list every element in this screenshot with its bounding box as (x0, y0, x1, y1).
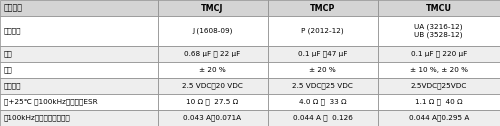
Text: TMCJ: TMCJ (201, 4, 224, 12)
Text: 在100kHz下的最大纹波电流: 在100kHz下的最大纹波电流 (4, 115, 71, 121)
Text: ± 10 %, ± 20 %: ± 10 %, ± 20 % (410, 67, 468, 73)
Bar (158, 78, 268, 94)
Text: 0.044 A～0.295 A: 0.044 A～0.295 A (408, 115, 469, 121)
Bar (268, 0, 378, 16)
Bar (268, 110, 378, 126)
Text: 公差: 公差 (4, 67, 13, 73)
Text: P (2012-12): P (2012-12) (301, 28, 344, 34)
Bar (268, 46, 378, 62)
Bar (158, 0, 268, 16)
Text: 电容: 电容 (4, 51, 13, 57)
Bar (378, 78, 500, 94)
Text: 1.1 Ω ～  40 Ω: 1.1 Ω ～ 40 Ω (415, 99, 463, 105)
Text: 2.5VDC～25VDC: 2.5VDC～25VDC (410, 83, 467, 89)
Bar (0, 110, 158, 126)
Text: 部件型号: 部件型号 (4, 4, 23, 12)
Text: 0.1 μF ～47 μF: 0.1 μF ～47 μF (298, 51, 347, 57)
Text: 10 Ω ～  27.5 Ω: 10 Ω ～ 27.5 Ω (186, 99, 238, 105)
Bar (378, 110, 500, 126)
Text: TMCU: TMCU (426, 4, 452, 12)
Text: UA (3216-12)
UB (3528-12): UA (3216-12) UB (3528-12) (414, 24, 463, 38)
Bar (268, 62, 378, 78)
Bar (0, 62, 158, 78)
Text: 4.0 Ω ～  33 Ω: 4.0 Ω ～ 33 Ω (298, 99, 346, 105)
Text: 0.1 μF ～ 220 μF: 0.1 μF ～ 220 μF (410, 51, 467, 57)
Text: 0.044 A ～  0.126: 0.044 A ～ 0.126 (292, 115, 352, 121)
Bar (378, 16, 500, 46)
Bar (268, 16, 378, 46)
Bar (158, 46, 268, 62)
Bar (0, 0, 158, 16)
Bar (268, 94, 378, 110)
Text: 0.68 μF ～ 22 μF: 0.68 μF ～ 22 μF (184, 51, 240, 57)
Bar (378, 46, 500, 62)
Text: 2.5 VDC～20 VDC: 2.5 VDC～20 VDC (182, 83, 243, 89)
Text: ± 20 %: ± 20 % (309, 67, 336, 73)
Text: 外形编码: 外形编码 (4, 28, 21, 34)
Text: J (1608-09): J (1608-09) (192, 28, 232, 34)
Bar (378, 94, 500, 110)
Text: 2.5 VDC～25 VDC: 2.5 VDC～25 VDC (292, 83, 353, 89)
Text: TMCP: TMCP (310, 4, 335, 12)
Text: 0.043 A～0.071A: 0.043 A～0.071A (184, 115, 242, 121)
Bar (158, 94, 268, 110)
Text: 电压等级: 电压等级 (4, 83, 21, 89)
Text: ± 20 %: ± 20 % (199, 67, 226, 73)
Text: 在+25℃ 和100kHz下的最大ESR: 在+25℃ 和100kHz下的最大ESR (4, 99, 98, 105)
Bar (0, 16, 158, 46)
Bar (0, 94, 158, 110)
Bar (158, 62, 268, 78)
Bar (378, 62, 500, 78)
Bar (0, 46, 158, 62)
Bar (378, 0, 500, 16)
Bar (268, 78, 378, 94)
Bar (0, 78, 158, 94)
Bar (158, 16, 268, 46)
Bar (158, 110, 268, 126)
